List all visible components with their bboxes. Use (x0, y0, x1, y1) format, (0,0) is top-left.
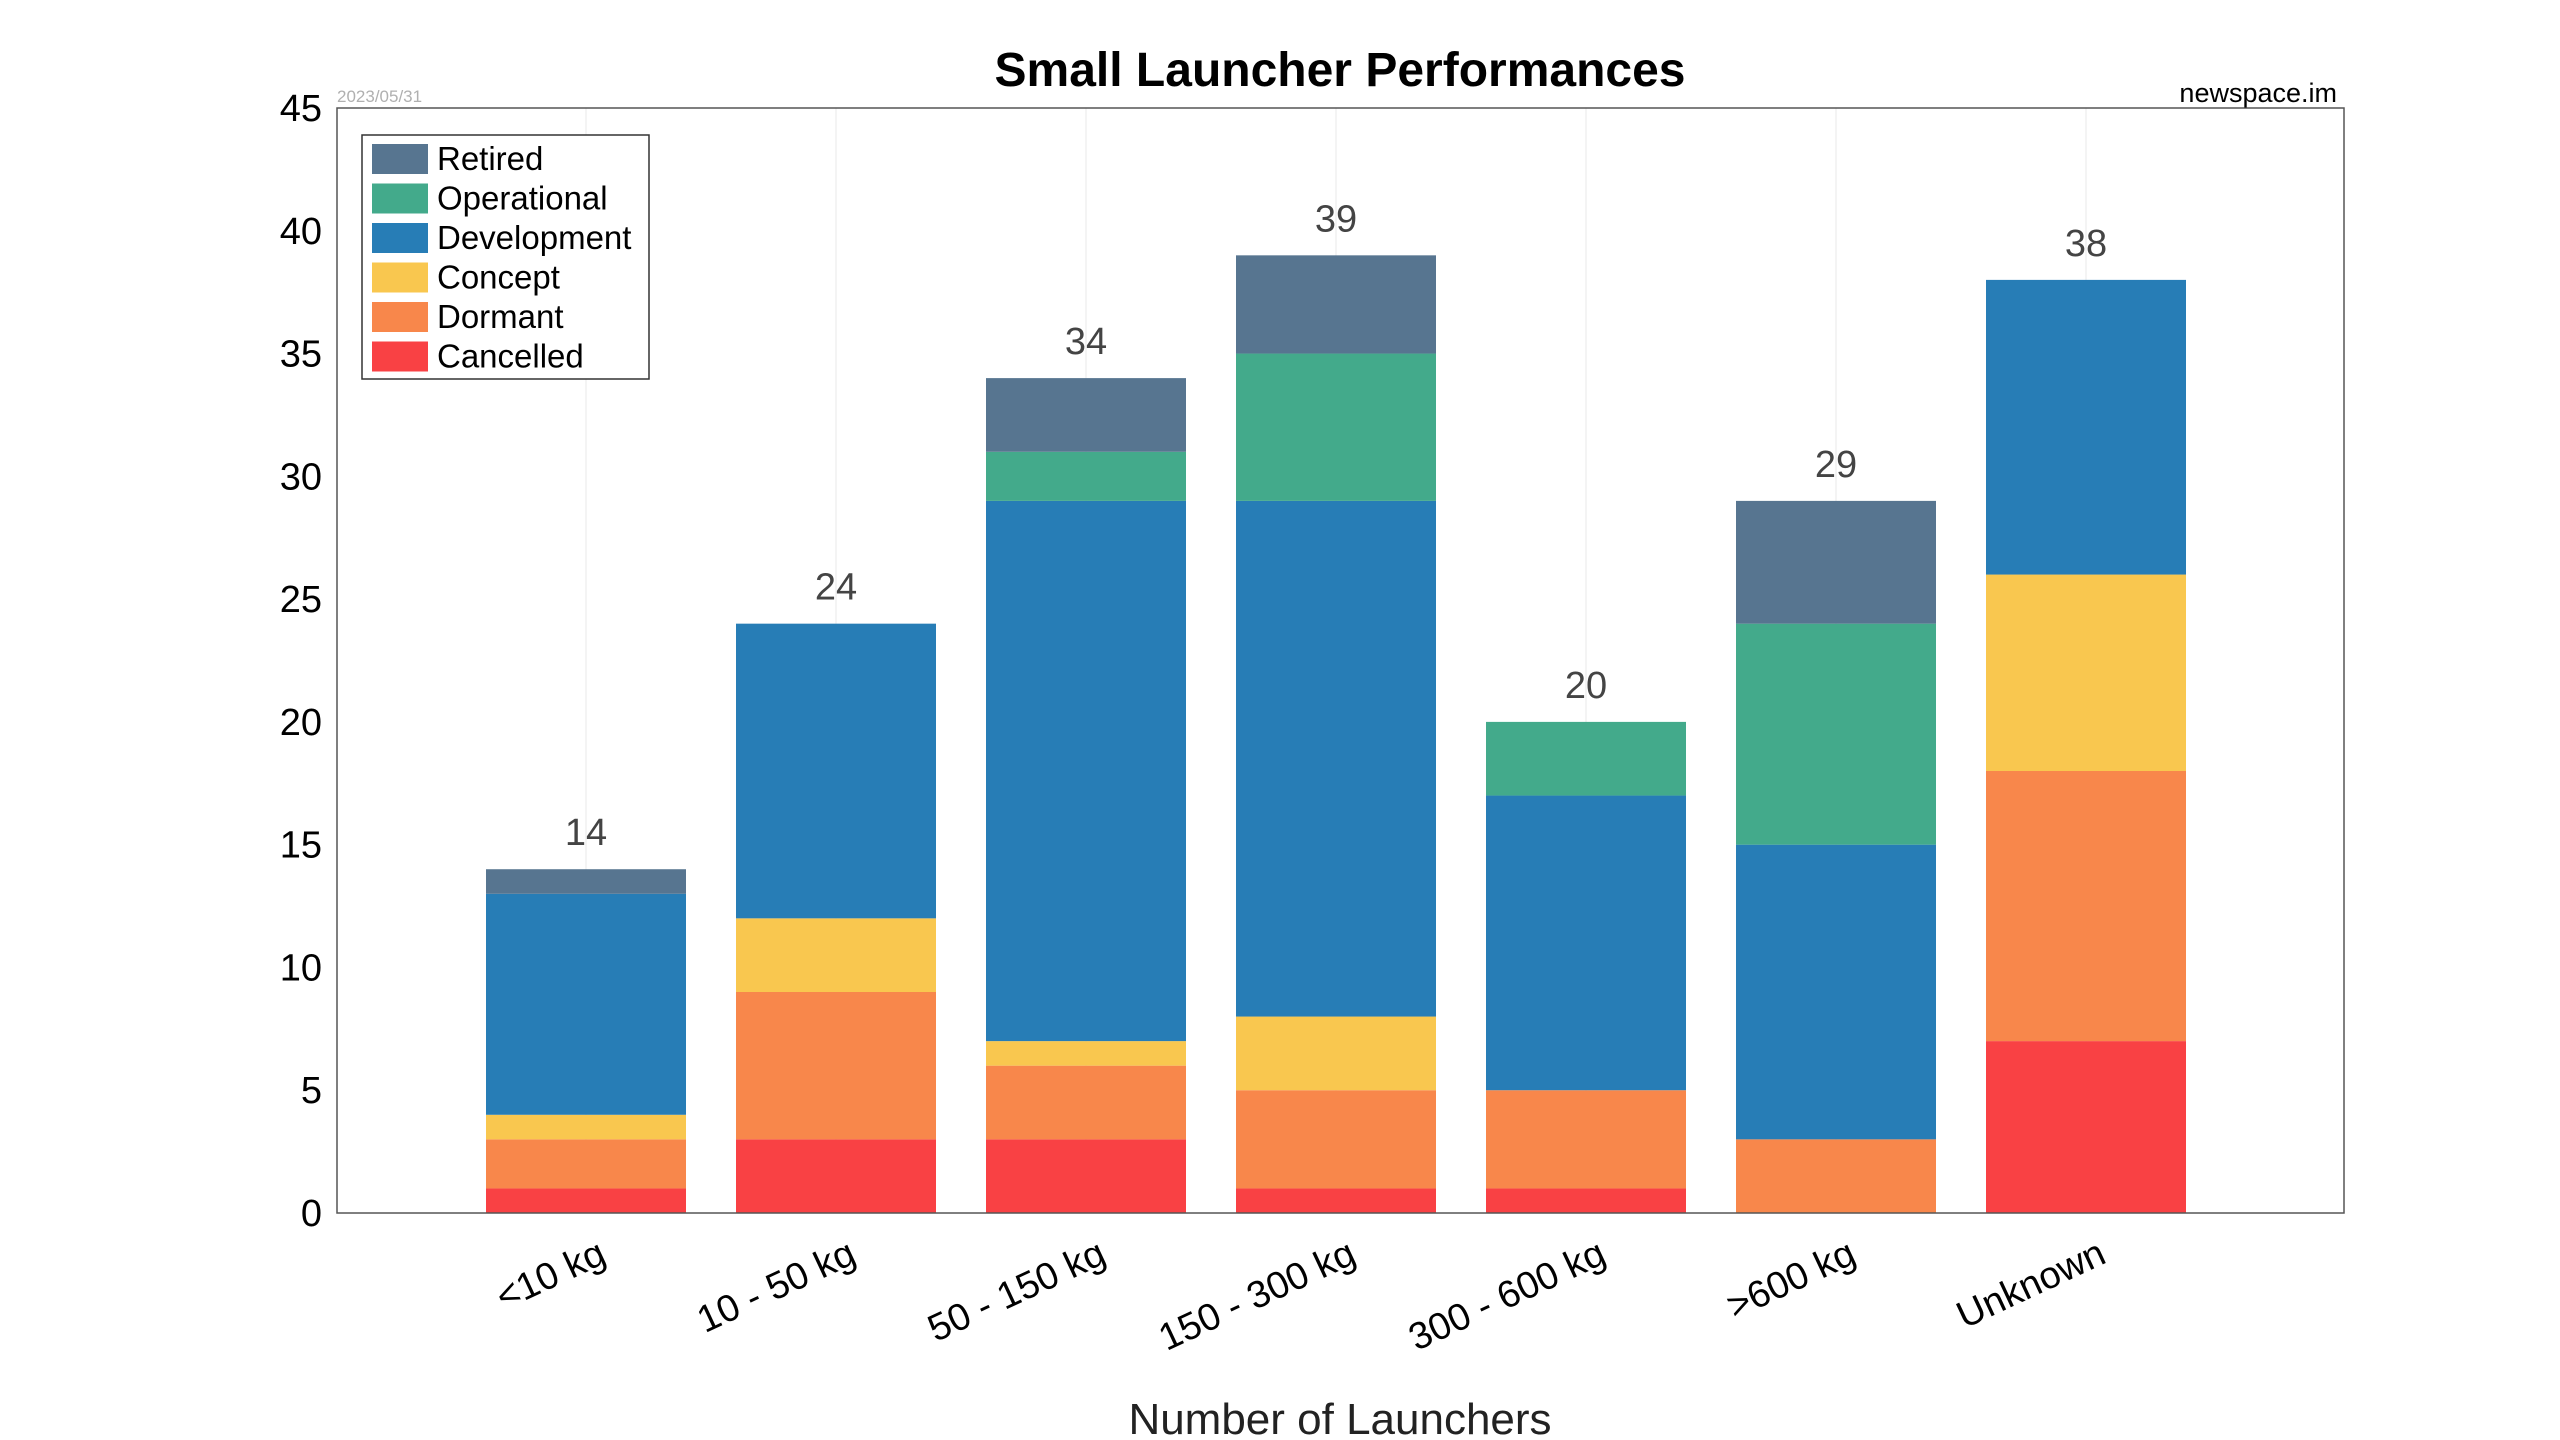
total-label: 38 (2065, 223, 2107, 265)
bar-segment-development (736, 623, 936, 919)
legend-swatch (372, 223, 428, 253)
bars-layer (486, 255, 2186, 1213)
x-tick-label: <10 kg (490, 1232, 612, 1319)
y-tick-label: 15 (280, 825, 322, 867)
total-label: 34 (1065, 321, 1107, 363)
bar-segment-development (1236, 500, 1436, 1017)
date-note: 2023/05/31 (337, 87, 422, 106)
legend-label: Retired (437, 140, 543, 177)
x-axis-label: Number of Launchers (1128, 1395, 1551, 1440)
bar-segment-cancelled (1486, 1188, 1686, 1213)
legend-label: Operational (437, 180, 608, 217)
x-axis-ticks: <10 kg 10 - 50 kg 50 - 150 kg 150 - 300 kg 3… (490, 1232, 2112, 1359)
legend-label: Cancelled (437, 338, 584, 375)
totals-layer: 14 24 34 39 20 29 38 (565, 198, 2107, 854)
y-tick-label: 10 (280, 947, 322, 989)
bar-segment-development (1736, 844, 1936, 1140)
bar-segment-dormant (736, 992, 936, 1140)
y-tick-label: 45 (280, 88, 322, 130)
bar-segment-concept (736, 918, 936, 992)
legend-swatch (372, 341, 428, 372)
bar-segment-cancelled (1986, 1041, 2186, 1213)
bar-segment-concept (1986, 574, 2186, 771)
chart-title: Small Launcher Performances (995, 44, 1686, 97)
bar-segment-retired (986, 378, 1186, 452)
legend-label: Development (437, 219, 631, 256)
bar-segment-cancelled (736, 1139, 936, 1213)
bar-segment-development (1986, 279, 2186, 575)
x-tick-label: 300 - 600 kg (1403, 1232, 1612, 1359)
x-tick-label: 150 - 300 kg (1153, 1232, 1362, 1359)
bar-segment-operational (986, 451, 1186, 501)
legend-label: Dormant (437, 298, 564, 335)
bar-segment-dormant (486, 1139, 686, 1189)
y-axis-ticks: 0 5 10 15 20 25 30 35 40 45 (280, 88, 322, 1235)
bar-segment-concept (486, 1114, 686, 1140)
bar-segment-development (486, 893, 686, 1115)
bar-segment-cancelled (486, 1188, 686, 1213)
y-tick-label: 20 (280, 702, 322, 744)
bar-segment-retired (486, 869, 686, 894)
y-tick-label: 25 (280, 579, 322, 621)
x-tick-label: Unknown (1950, 1232, 2111, 1337)
y-tick-label: 40 (280, 211, 322, 253)
total-label: 24 (815, 567, 857, 609)
bar-segment-dormant (1486, 1090, 1686, 1189)
legend-swatch (372, 144, 428, 174)
bar-segment-retired (1736, 500, 1936, 624)
total-label: 20 (1565, 665, 1607, 707)
total-label: 29 (1815, 444, 1857, 486)
bar-segment-dormant (986, 1065, 1186, 1140)
plot-frame (336, 107, 2345, 1214)
bar-segment-development (986, 500, 1186, 1042)
bar-segment-cancelled (986, 1139, 1186, 1213)
bar-segment-retired (1236, 255, 1436, 354)
x-tick-label: 10 - 50 kg (691, 1232, 862, 1341)
y-tick-label: 30 (280, 456, 322, 498)
legend-label: Concept (437, 259, 560, 296)
bar-segment-development (1486, 795, 1686, 1091)
bar-segment-operational (1486, 721, 1686, 796)
y-tick-label: 5 (301, 1070, 322, 1112)
source-label: newspace.im (2179, 78, 2337, 108)
bar-segment-dormant (1236, 1090, 1436, 1189)
legend-swatch (372, 302, 428, 332)
legend: RetiredOperationalDevelopmentConceptDorm… (361, 134, 650, 380)
y-tick-label: 35 (280, 334, 322, 376)
bar-segment-concept (986, 1041, 1186, 1066)
y-tick-label: 0 (301, 1193, 322, 1235)
legend-swatch (372, 183, 428, 214)
bar-segment-operational (1236, 353, 1436, 501)
total-label: 14 (565, 812, 607, 854)
bar-segment-cancelled (1236, 1188, 1436, 1213)
legend-frame (361, 134, 650, 380)
bar-segment-dormant (1986, 771, 2186, 1042)
total-label: 39 (1315, 198, 1357, 240)
bar-segment-operational (1736, 623, 1936, 845)
x-tick-label: >600 kg (1721, 1232, 1862, 1328)
legend-swatch (372, 262, 428, 293)
x-tick-label: 50 - 150 kg (922, 1232, 1112, 1350)
legend-items: RetiredOperationalDevelopmentConceptDorm… (372, 140, 631, 375)
bar-segment-concept (1236, 1016, 1436, 1091)
bar-segment-dormant (1736, 1139, 1936, 1213)
